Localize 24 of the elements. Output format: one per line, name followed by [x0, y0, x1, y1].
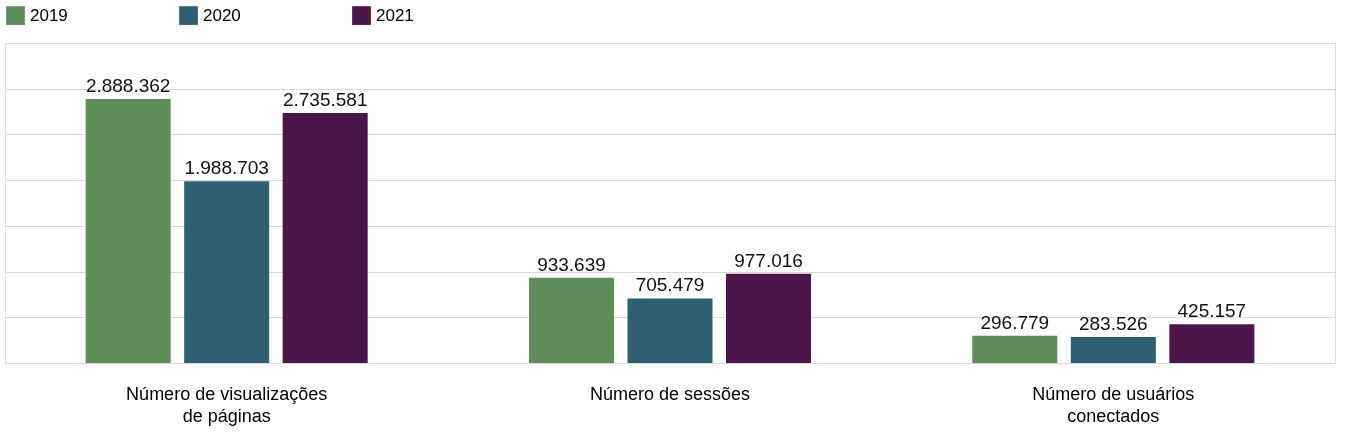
data-label: 296.779: [980, 311, 1050, 333]
bar: [726, 273, 812, 363]
legend-label: 2021: [376, 5, 414, 25]
data-label: 977.016: [734, 249, 803, 271]
data-label: 283.526: [1078, 313, 1148, 335]
bar: [1169, 324, 1255, 363]
bar: [184, 181, 270, 363]
bar: [282, 112, 368, 363]
data-label: 2.888.362: [85, 74, 171, 96]
bar: [85, 98, 171, 363]
legend-label: 2019: [30, 5, 68, 25]
x-tick-label: Número de usuários conectados: [1032, 383, 1195, 426]
x-tick-label: Número de sessões: [589, 383, 751, 404]
bar: [972, 335, 1058, 363]
data-label: 425.157: [1177, 300, 1247, 322]
bar: [627, 298, 713, 363]
data-label: 2.735.581: [282, 88, 368, 110]
bar: [1070, 337, 1156, 363]
bar: [528, 277, 614, 363]
legend-label: 2020: [203, 5, 241, 25]
data-label: 1.988.703: [184, 157, 269, 179]
data-label: 933.639: [537, 253, 606, 275]
x-tick-label: Número de visualizações de páginas: [126, 383, 328, 426]
data-label: 705.479: [635, 274, 705, 296]
